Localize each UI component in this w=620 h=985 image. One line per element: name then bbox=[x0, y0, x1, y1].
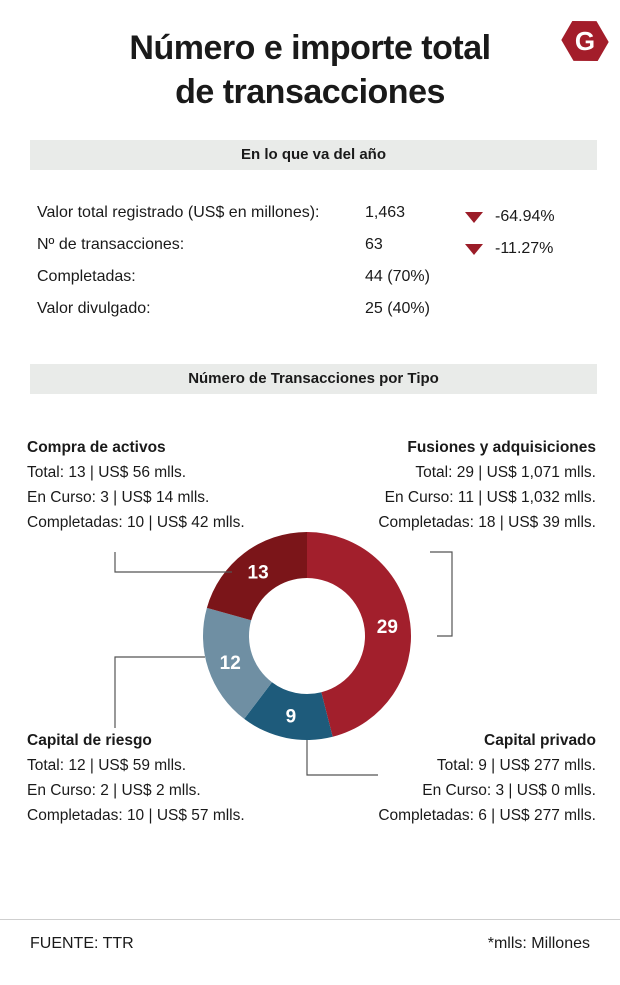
donut-slice-3 bbox=[206, 532, 307, 621]
stat-change-value: -11.27% bbox=[495, 240, 554, 257]
footer-source: FUENTE: TTR bbox=[30, 935, 134, 952]
page-title: Número e importe total de transacciones bbox=[0, 26, 620, 114]
detail-line: Total: 12 | US$ 59 mlls. bbox=[27, 757, 187, 774]
stat-row: Valor total registrado (US$ en millones)… bbox=[37, 200, 597, 232]
detail-line: Total: 13 | US$ 56 mlls. bbox=[27, 464, 187, 481]
detail-name: Capital privado bbox=[484, 732, 596, 749]
donut-value-label-0: 29 bbox=[377, 617, 398, 638]
stat-label: Valor total registrado (US$ en millones)… bbox=[37, 204, 320, 221]
detail-fusiones: Fusiones y adquisiciones Total: 29 | US$… bbox=[378, 435, 596, 535]
section-heading-year: En lo que va del año bbox=[30, 140, 597, 170]
title-line-2: de transacciones bbox=[175, 73, 445, 111]
stat-label: Valor divulgado: bbox=[37, 300, 151, 317]
detail-riesgo: Capital de riesgo Total: 12 | US$ 59 mll… bbox=[27, 728, 245, 828]
detail-line: En Curso: 11 | US$ 1,032 mlls. bbox=[384, 489, 596, 506]
detail-line: En Curso: 3 | US$ 14 mlls. bbox=[27, 489, 210, 506]
donut-value-label-1: 9 bbox=[286, 706, 297, 727]
detail-compra: Compra de activos Total: 13 | US$ 56 mll… bbox=[27, 435, 245, 535]
section-heading-types: Número de Transacciones por Tipo bbox=[30, 364, 597, 394]
brand-logo-icon: G bbox=[561, 20, 609, 62]
stat-row: Nº de transacciones: 63 -11.27% bbox=[37, 232, 597, 264]
leader-lines bbox=[114, 551, 453, 776]
down-triangle-icon bbox=[465, 211, 483, 223]
detail-privado: Capital privado Total: 9 | US$ 277 mlls.… bbox=[378, 728, 596, 828]
detail-line: En Curso: 3 | US$ 0 mlls. bbox=[422, 782, 596, 799]
leader-line-fusiones bbox=[430, 551, 453, 637]
stat-value: 1,463 bbox=[365, 204, 406, 221]
title-line-1: Número e importe total bbox=[129, 29, 491, 67]
stat-value: 25 (40%) bbox=[365, 300, 430, 317]
detail-name: Fusiones y adquisiciones bbox=[407, 439, 596, 456]
logo-hexagon bbox=[561, 20, 609, 62]
detail-line: En Curso: 2 | US$ 2 mlls. bbox=[27, 782, 201, 799]
detail-line: Completadas: 6 | US$ 277 mlls. bbox=[378, 807, 596, 824]
detail-line: Total: 9 | US$ 277 mlls. bbox=[436, 757, 596, 774]
donut-slice-0 bbox=[307, 532, 412, 737]
stat-value: 63 bbox=[365, 236, 383, 253]
detail-name: Capital de riesgo bbox=[27, 732, 152, 749]
stat-label: Completadas: bbox=[37, 268, 136, 285]
stats-table: Valor total registrado (US$ en millones)… bbox=[37, 200, 597, 328]
stat-row: Completadas: 44 (70%) bbox=[37, 264, 597, 296]
logo-letter: G bbox=[575, 26, 595, 56]
detail-line: Total: 29 | US$ 1,071 mlls. bbox=[415, 464, 596, 481]
stat-label: Nº de transacciones: bbox=[37, 236, 185, 253]
donut-slice-2 bbox=[203, 607, 272, 719]
donut-slice-1 bbox=[244, 682, 333, 740]
stat-change: -64.94% bbox=[465, 208, 555, 226]
detail-line: Completadas: 10 | US$ 42 mlls. bbox=[27, 514, 245, 531]
stat-row: Valor divulgado: 25 (40%) bbox=[37, 296, 597, 328]
footer-divider bbox=[0, 919, 620, 920]
donut-value-label-2: 12 bbox=[220, 653, 241, 674]
donut-value-labels: 29 9 12 13 bbox=[220, 562, 398, 727]
footer-note: *mlls: Millones bbox=[487, 935, 590, 952]
donut-value-label-3: 13 bbox=[248, 562, 269, 583]
leader-line-riesgo bbox=[114, 656, 205, 728]
down-triangle-icon bbox=[465, 243, 483, 255]
leader-line-compra bbox=[114, 552, 232, 573]
leader-line-privado bbox=[306, 740, 378, 776]
donut-slices bbox=[203, 532, 412, 740]
detail-name: Compra de activos bbox=[27, 439, 166, 456]
detail-line: Completadas: 10 | US$ 57 mlls. bbox=[27, 807, 245, 824]
stat-change-value: -64.94% bbox=[495, 208, 555, 225]
stat-value: 44 (70%) bbox=[365, 268, 430, 285]
detail-line: Completadas: 18 | US$ 39 mlls. bbox=[378, 514, 596, 531]
stat-change: -11.27% bbox=[465, 240, 553, 258]
